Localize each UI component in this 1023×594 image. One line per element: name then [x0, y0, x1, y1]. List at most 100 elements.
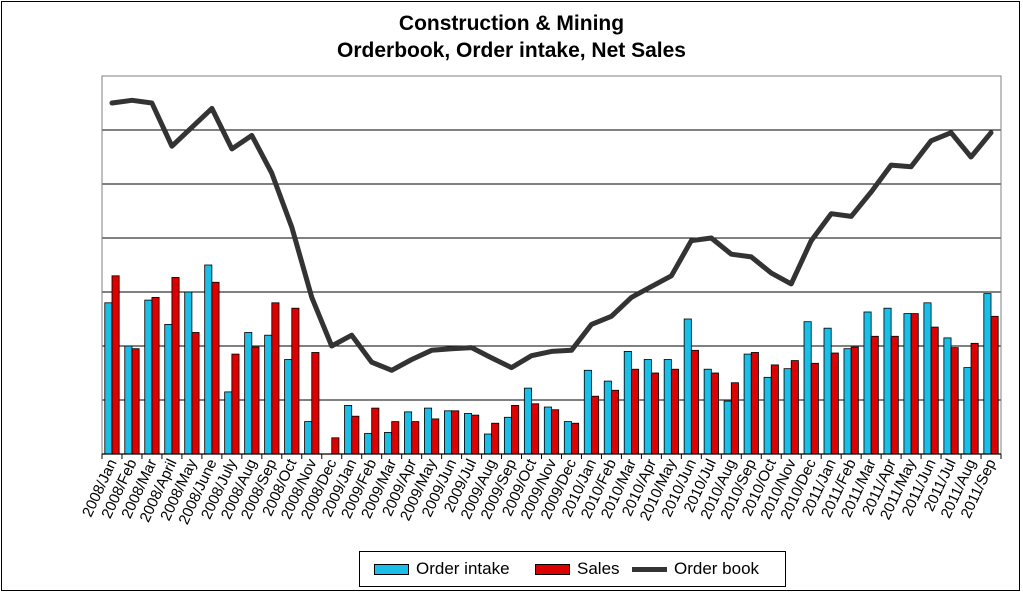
bar-order-intake — [463, 413, 472, 455]
bar-sales — [351, 415, 360, 455]
bar-order-intake — [503, 416, 512, 455]
bar-sales — [211, 281, 220, 455]
series-line-order-book — [109, 97, 994, 373]
bar-order-intake — [583, 369, 592, 455]
legend-item-sales: Sales — [535, 552, 620, 586]
bar-sales — [511, 404, 520, 455]
bar-sales — [271, 302, 280, 455]
bar-order-intake — [903, 313, 912, 455]
bar-order-intake — [963, 367, 972, 455]
bar-sales — [670, 368, 679, 455]
bar-sales — [930, 326, 939, 455]
bar-order-intake — [424, 407, 433, 455]
bar-order-intake — [723, 400, 732, 455]
bar-sales — [710, 372, 719, 455]
bar-order-intake — [943, 337, 952, 455]
bar-order-intake — [763, 376, 772, 455]
bar-order-intake — [643, 359, 652, 455]
bar-order-intake — [823, 327, 832, 455]
chart-subtitle: Orderbook, Order intake, Net Sales — [337, 39, 686, 62]
bar-sales — [990, 315, 999, 455]
bar-order-intake — [164, 323, 173, 455]
bar-sales — [950, 347, 959, 455]
bar-order-intake — [703, 368, 712, 455]
bar-order-intake — [444, 410, 453, 455]
bar-sales — [331, 437, 340, 455]
bar-sales — [810, 362, 819, 455]
bar-order-intake — [184, 291, 193, 455]
bar-sales — [491, 422, 500, 455]
bar-order-intake — [384, 431, 393, 455]
bar-sales — [451, 410, 460, 455]
bar-sales — [111, 275, 120, 455]
bar-sales — [531, 403, 540, 455]
bar-order-intake — [843, 348, 852, 455]
bar-sales — [750, 352, 759, 455]
bar-order-intake — [104, 302, 113, 455]
bar-order-intake — [923, 302, 932, 455]
bar-sales — [770, 364, 779, 455]
bar-sales — [690, 349, 699, 455]
bar-sales — [910, 313, 919, 455]
bar-sales — [251, 346, 260, 455]
legend-swatch-order-book — [632, 566, 667, 572]
bar-order-intake — [783, 368, 792, 455]
bar-order-intake — [663, 359, 672, 455]
legend-label-order-book: Order book — [674, 559, 760, 578]
bar-sales — [191, 332, 200, 455]
legend-swatch-order-intake — [374, 563, 409, 575]
bar-sales — [790, 360, 799, 455]
bar-order-intake — [743, 353, 752, 455]
bar-sales — [471, 414, 480, 455]
bar-order-intake — [983, 293, 992, 455]
bar-sales — [151, 296, 160, 455]
bar-order-intake — [224, 391, 233, 455]
chart-legend: Order intake Sales Order book — [359, 551, 786, 587]
bar-sales — [231, 353, 240, 455]
bar-sales — [890, 335, 899, 455]
legend-item-order-intake: Order intake — [374, 552, 510, 586]
bar-sales — [571, 422, 580, 455]
legend-item-order-book: Order book — [632, 552, 759, 586]
bar-order-intake — [803, 321, 812, 455]
bar-sales — [591, 395, 600, 455]
bar-order-intake — [883, 307, 892, 455]
bar-sales — [551, 409, 560, 455]
bar-order-intake — [483, 433, 492, 455]
bar-order-intake — [244, 332, 253, 455]
bar-sales — [611, 389, 620, 455]
bar-order-intake — [144, 299, 153, 455]
legend-label-sales: Sales — [577, 559, 620, 578]
bar-order-intake — [284, 359, 293, 455]
bar-order-intake — [124, 345, 133, 455]
chart-title: Construction & Mining — [398, 12, 625, 35]
bar-sales — [850, 346, 859, 455]
bar-sales — [830, 352, 839, 455]
bar-order-intake — [304, 421, 313, 455]
bar-order-intake — [404, 411, 413, 455]
bar-order-intake — [344, 404, 353, 455]
bar-sales — [650, 372, 659, 455]
legend-swatch-sales — [535, 563, 570, 575]
bar-sales — [311, 352, 320, 455]
bar-order-intake — [563, 421, 572, 455]
bar-order-intake — [204, 264, 213, 455]
bar-sales — [171, 277, 180, 455]
bar-sales — [870, 335, 879, 455]
bar-sales — [371, 407, 380, 455]
bar-sales — [730, 382, 739, 455]
bar-sales — [391, 421, 400, 455]
bar-sales — [411, 421, 420, 455]
bar-order-intake — [863, 311, 872, 455]
bar-order-intake — [623, 350, 632, 455]
bar-order-intake — [364, 433, 373, 455]
bar-order-intake — [264, 334, 273, 455]
bar-sales — [970, 342, 979, 455]
bar-sales — [631, 368, 640, 455]
bar-order-intake — [543, 406, 552, 455]
bar-sales — [291, 307, 300, 455]
bar-sales — [431, 418, 440, 455]
bar-order-intake — [603, 380, 612, 455]
